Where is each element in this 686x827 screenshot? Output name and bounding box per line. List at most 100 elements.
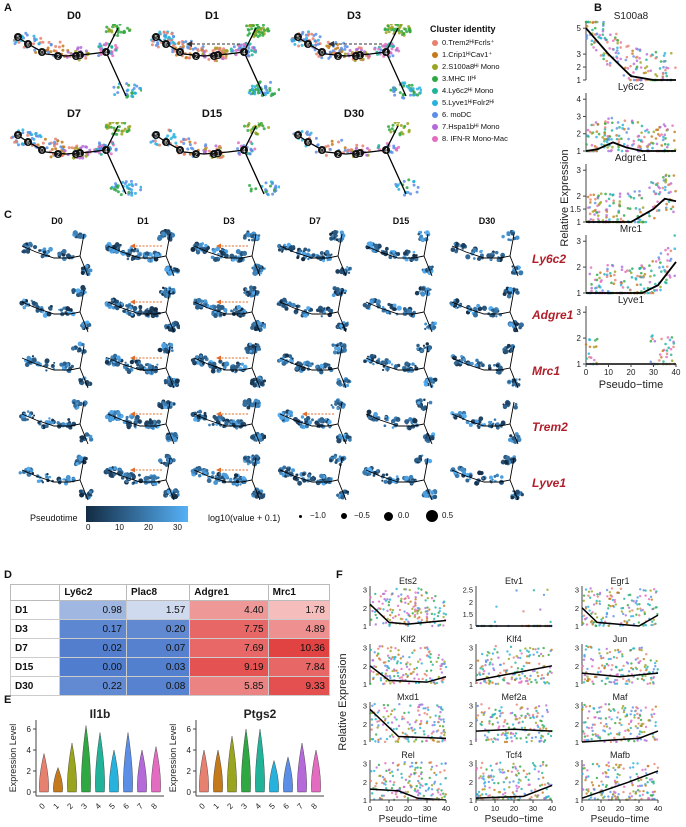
violin-5 — [269, 759, 279, 793]
tf-point — [399, 657, 402, 660]
tf-point — [604, 775, 608, 778]
tf-point — [581, 772, 584, 776]
cell-dot — [207, 57, 211, 61]
feature-dot — [339, 230, 344, 235]
tf-point — [429, 716, 432, 719]
tf-point — [605, 763, 608, 767]
data-point — [649, 275, 652, 278]
tf-point — [482, 775, 485, 778]
feature-dot — [384, 250, 388, 254]
tf-point — [613, 600, 616, 604]
tf-point — [628, 610, 631, 613]
legend-item-5: 5.Lyve1ᴴⁱFolr2ᴴⁱ — [432, 98, 494, 107]
violin-4 — [255, 728, 265, 793]
cell-dot — [58, 40, 62, 44]
data-point — [620, 137, 623, 140]
cell-dot — [326, 144, 330, 148]
cell-dot — [406, 190, 410, 194]
data-point — [607, 149, 610, 153]
tf-point — [372, 677, 375, 681]
tf-x-tick-label: 0 — [474, 804, 478, 813]
tf-point — [656, 668, 659, 671]
tf-point — [644, 589, 647, 592]
tf-point — [430, 788, 434, 791]
tf-point — [520, 726, 524, 729]
tf-point — [636, 607, 639, 611]
trajectory-title-d1: D1 — [204, 10, 220, 22]
data-point — [627, 44, 630, 48]
cell-dot — [59, 145, 63, 149]
data-point — [635, 65, 639, 69]
feature-dot — [282, 297, 287, 303]
tf-point — [506, 722, 509, 725]
tf-point — [636, 762, 639, 765]
tf-point — [583, 732, 586, 735]
tf-point — [644, 594, 647, 597]
tf-point — [541, 735, 545, 738]
cell-dot — [170, 32, 174, 36]
data-point — [602, 57, 605, 61]
data-point — [659, 252, 663, 255]
cell-dot — [361, 144, 365, 148]
gene-title-s100a8: S100a8 — [614, 11, 649, 22]
tf-point — [541, 715, 544, 718]
cell-dot — [184, 40, 188, 44]
tf-point — [583, 703, 586, 707]
cell-dot — [33, 48, 37, 52]
trajectory-node — [162, 138, 170, 146]
tf-point — [608, 727, 611, 730]
tf-point — [590, 590, 594, 593]
tf-point — [390, 791, 394, 795]
data-point — [663, 142, 667, 146]
tf-point — [542, 593, 546, 597]
tf-point — [433, 720, 436, 724]
tf-point — [418, 786, 422, 789]
tf-point — [651, 708, 654, 711]
tf-point — [514, 732, 518, 735]
data-point — [637, 134, 641, 138]
data-point — [665, 208, 668, 212]
tf-point — [430, 765, 434, 769]
tf-point — [528, 678, 531, 681]
feature-dot — [194, 242, 199, 247]
tf-point — [487, 707, 491, 710]
tf-point — [614, 649, 617, 652]
cell-dot — [328, 50, 332, 54]
feature-dot — [348, 266, 352, 270]
tf-point — [613, 795, 617, 798]
tf-y-tick-label: 2 — [469, 720, 473, 729]
cell-dot — [253, 85, 257, 89]
feature-trajectory-branch — [337, 255, 347, 277]
y-tick-label: 3 — [577, 50, 582, 59]
tf-point — [532, 716, 536, 719]
tf-point — [408, 668, 411, 671]
data-point — [588, 272, 592, 276]
tf-point — [614, 763, 618, 766]
tf-point — [390, 657, 393, 661]
tf-point — [630, 709, 633, 713]
tf-trend-line — [581, 770, 659, 799]
trajectory-node-label: 0 — [178, 51, 182, 57]
feature-trajectory-branch — [423, 255, 433, 277]
cell-dot — [32, 34, 36, 38]
tf-y-tick-label: 2 — [363, 604, 367, 613]
y-tick-label: 1 — [577, 147, 582, 156]
feature-dot — [518, 270, 524, 276]
data-point — [617, 140, 621, 144]
tf-point — [422, 794, 426, 798]
feature-dot — [38, 249, 41, 252]
cell-dot — [377, 144, 381, 148]
data-point — [605, 215, 608, 219]
tf-point — [518, 716, 521, 720]
cell-dot — [43, 137, 47, 141]
tf-point — [634, 709, 637, 712]
tf-point — [391, 774, 395, 778]
tf-point — [413, 610, 417, 613]
tf-point — [587, 594, 590, 597]
tf-point — [499, 671, 502, 675]
data-point — [639, 283, 642, 286]
cell-dot — [380, 44, 384, 48]
tf-title-ets2: Ets2 — [399, 576, 417, 586]
tf-trend-line — [369, 788, 447, 801]
cell-dot — [55, 142, 59, 146]
